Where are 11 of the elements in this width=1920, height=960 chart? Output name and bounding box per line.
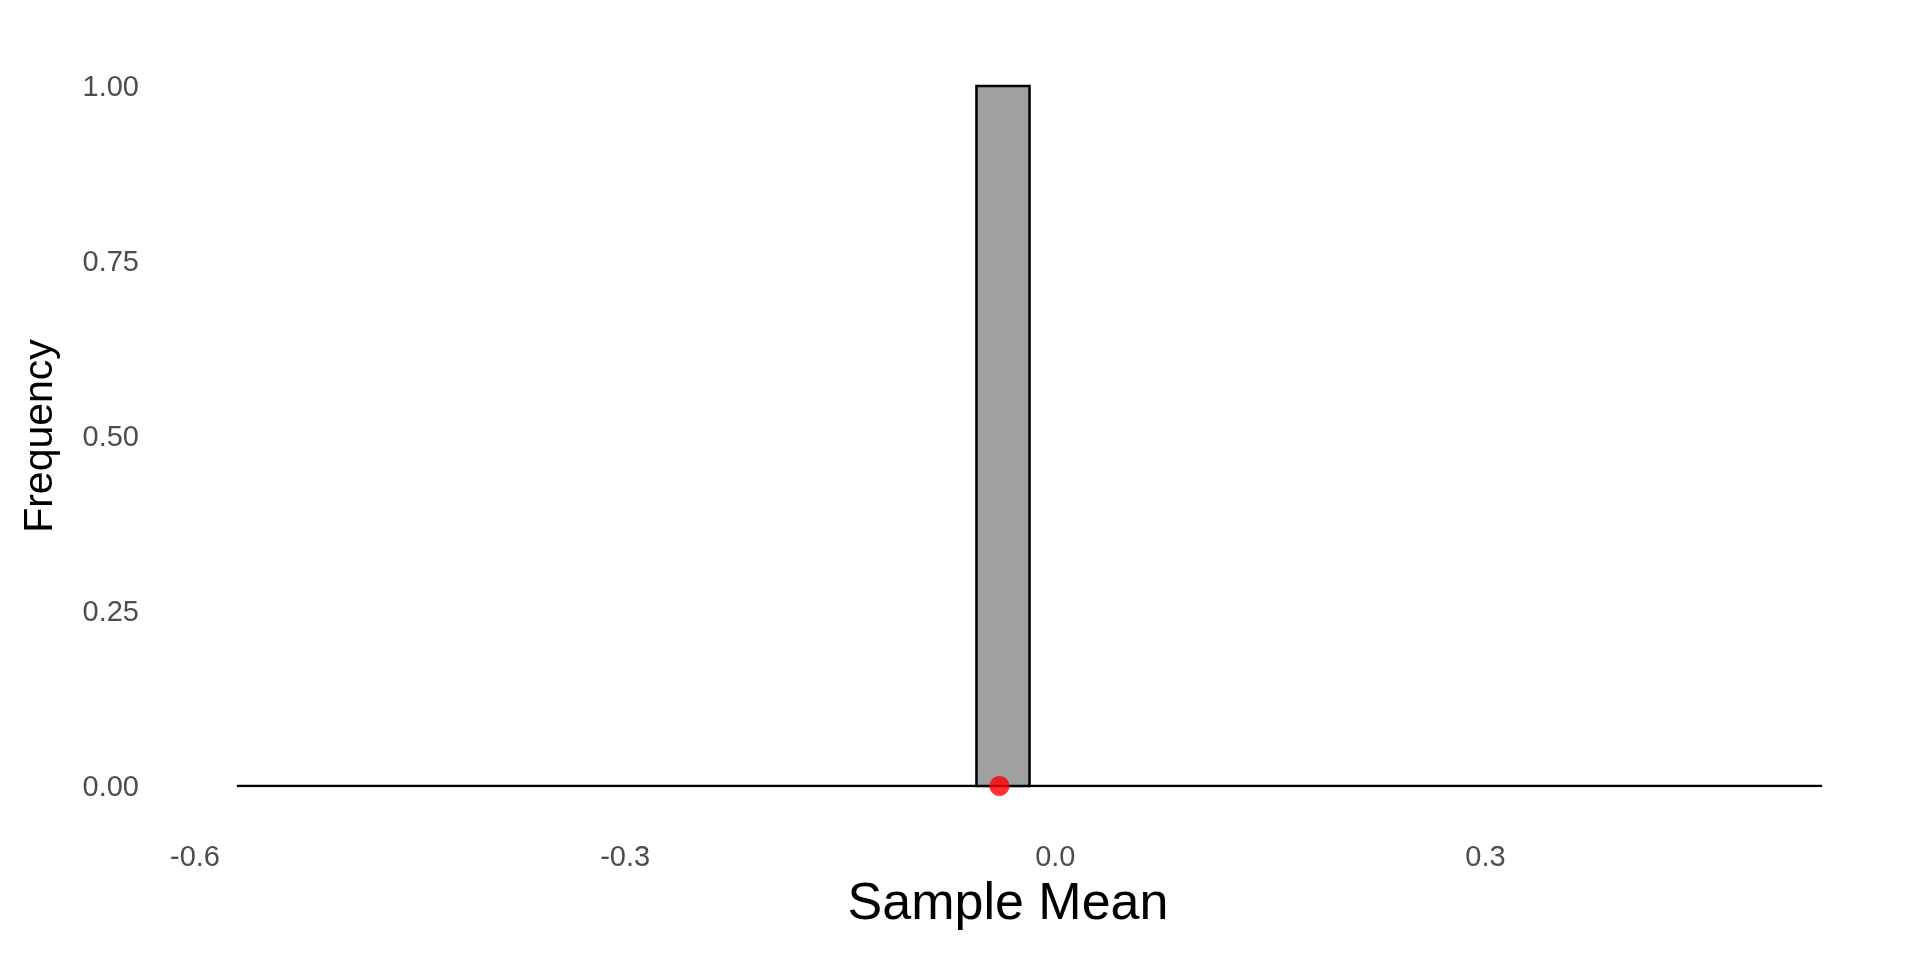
x-tick-label: -0.6 (170, 839, 220, 872)
y-tick-label: 1.00 (82, 70, 139, 102)
y-tick-label: 0.75 (82, 245, 139, 277)
y-tick-label: 0.50 (82, 420, 139, 452)
y-axis-title: Frequency (14, 338, 61, 533)
y-tick-label: 0.25 (82, 595, 139, 627)
y-tick-label: 0.00 (82, 770, 139, 802)
x-tick-label: 0.3 (1465, 839, 1506, 872)
x-axis-title: Sample Mean (847, 871, 1169, 930)
x-tick-label: 0.0 (1035, 839, 1076, 872)
x-tick-label: -0.3 (600, 839, 651, 872)
